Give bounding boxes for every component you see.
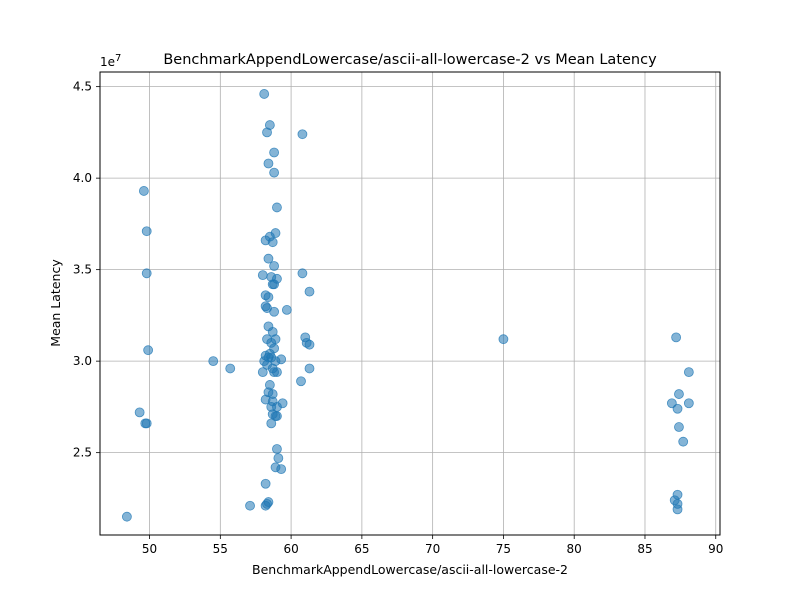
scatter-point — [674, 389, 684, 399]
scatter-point — [272, 411, 282, 421]
scatter-point — [273, 453, 284, 464]
scatter-point — [208, 356, 219, 367]
scatter-point — [671, 332, 682, 343]
data-points — [121, 89, 694, 522]
scatter-point — [259, 89, 270, 99]
scatter-point — [678, 436, 689, 447]
scatter-point — [276, 464, 287, 475]
scatter-point — [297, 129, 308, 140]
scatter-point — [672, 403, 683, 414]
scatter-point — [264, 120, 275, 130]
scatter-point — [225, 363, 236, 374]
scatter-point — [245, 500, 255, 511]
y-tick-label: 3.5 — [73, 263, 92, 277]
scatter-point — [297, 268, 308, 279]
scatter-point — [272, 444, 282, 454]
scatter-point — [257, 270, 268, 281]
x-axis-ticks: 50 55 60 65 70 75 80 85 90 — [142, 535, 723, 556]
x-tick-label: 60 — [283, 542, 298, 556]
scatter-point — [141, 418, 152, 429]
y-axis-offset-label: 1e7 — [100, 53, 121, 69]
chart-title: BenchmarkAppendLowercase/ascii-all-lower… — [163, 52, 657, 68]
y-tick-label: 4.5 — [73, 80, 92, 94]
scatter-point — [134, 407, 145, 418]
y-tick-label: 4.0 — [73, 171, 92, 185]
scatter-point — [269, 261, 280, 271]
scatter-point — [141, 268, 152, 279]
scatter-point — [269, 147, 280, 158]
y-tick-label: 2.5 — [73, 446, 92, 460]
scatter-point — [683, 398, 694, 409]
scatter-point — [269, 167, 280, 178]
scatter-point — [276, 354, 287, 365]
scatter-point — [269, 279, 280, 290]
x-tick-label: 50 — [142, 542, 157, 556]
scatter-point — [683, 367, 694, 378]
scatter-point — [672, 489, 683, 500]
scatter-point — [263, 253, 274, 264]
x-tick-label: 65 — [354, 542, 369, 556]
x-tick-label: 75 — [496, 542, 511, 556]
x-tick-label: 70 — [425, 542, 440, 556]
scatter-point — [674, 422, 684, 432]
scatter-point — [498, 334, 509, 345]
scatter-point — [263, 158, 274, 169]
scatter-point — [143, 345, 154, 356]
scatter-point — [672, 504, 683, 515]
x-tick-label: 55 — [213, 542, 228, 556]
y-axis-label: Mean Latency — [48, 259, 63, 347]
scatter-point — [296, 376, 306, 387]
scatter-point — [121, 511, 132, 522]
x-tick-label: 90 — [708, 542, 723, 556]
scatter-point — [304, 363, 315, 374]
scatter-point — [281, 305, 292, 315]
scatter-point — [269, 306, 280, 317]
scatter-point — [304, 339, 315, 350]
scatter-point — [277, 398, 288, 409]
x-tick-label: 80 — [567, 542, 582, 556]
scatter-point — [266, 418, 277, 429]
x-tick-label: 85 — [637, 542, 652, 556]
grid-lines — [100, 72, 720, 535]
scatter-point — [304, 286, 315, 297]
scatter-point — [270, 334, 281, 345]
scatter-point — [263, 292, 274, 302]
scatter-point — [267, 237, 278, 248]
scatter-point — [138, 186, 149, 196]
y-axis-ticks: 2.5 3.0 3.5 4.0 4.5 — [73, 80, 100, 460]
x-axis-label: BenchmarkAppendLowercase/ascii-all-lower… — [252, 562, 568, 577]
plot-frame — [99, 71, 721, 536]
scatter-point — [260, 478, 271, 489]
y-tick-label: 3.0 — [73, 354, 92, 368]
scatter-point — [260, 500, 271, 511]
scatter-point — [257, 367, 268, 378]
scatter-point — [272, 367, 282, 378]
scatter-point — [272, 202, 282, 213]
scatter-point — [141, 226, 152, 237]
